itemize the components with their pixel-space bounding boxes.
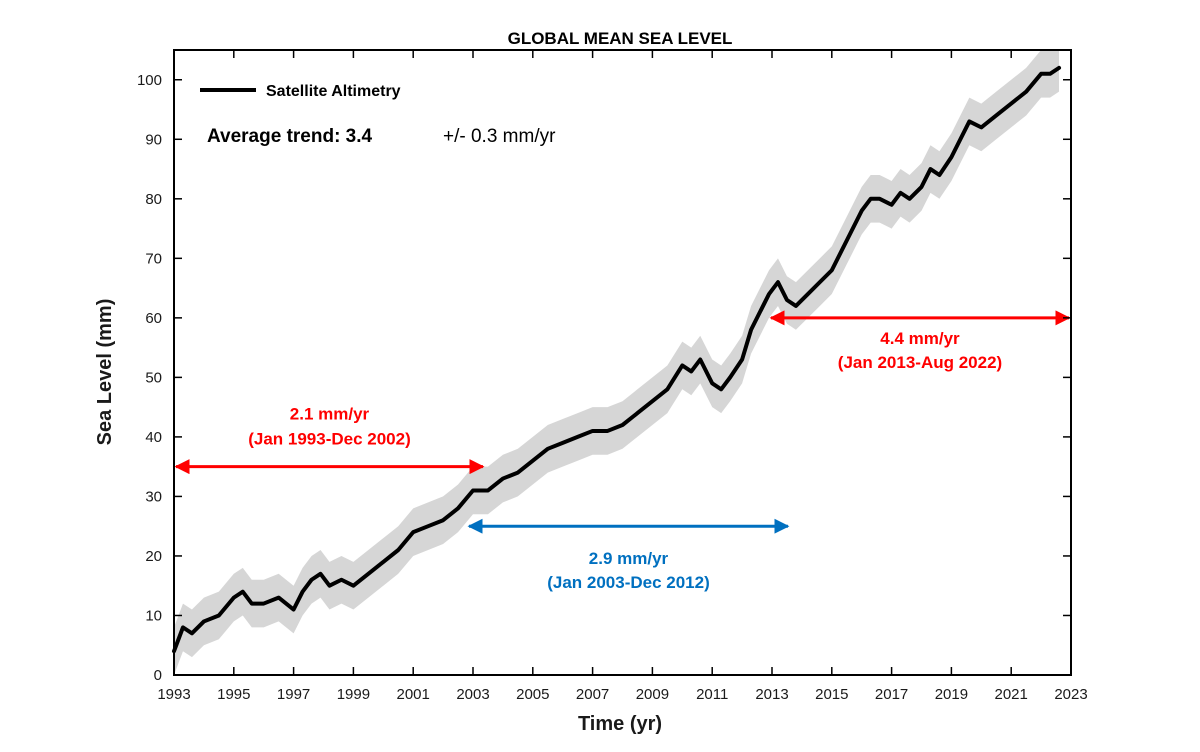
y-tick-label: 50 xyxy=(145,369,162,386)
y-tick-label: 0 xyxy=(154,667,162,684)
y-axis-title: Sea Level (mm) xyxy=(94,299,116,446)
rate-period-label: (Jan 1993-Dec 2002) xyxy=(248,430,411,449)
y-tick-label: 40 xyxy=(145,429,162,446)
x-tick-label: 2023 xyxy=(1054,686,1087,703)
x-tick-label: 2003 xyxy=(456,686,489,703)
x-tick-label: 2017 xyxy=(875,686,908,703)
y-tick-label: 80 xyxy=(145,191,162,208)
sea-level-series-line xyxy=(172,65,1062,654)
y-tick-label: 70 xyxy=(145,250,162,267)
x-tick-label: 2013 xyxy=(755,686,788,703)
rate-value-label: 2.9 mm/yr xyxy=(589,549,669,568)
x-tick-label: 2009 xyxy=(636,686,669,703)
x-tick-label: 2021 xyxy=(995,686,1028,703)
x-tick-label: 2019 xyxy=(935,686,968,703)
x-tick-label: 1997 xyxy=(277,686,310,703)
chart-title: GLOBAL MEAN SEA LEVEL xyxy=(508,29,733,48)
average-trend-uncertainty: +/- 0.3 mm/yr xyxy=(443,126,556,147)
x-tick-label: 1993 xyxy=(157,686,190,703)
x-axis-title: Time (yr) xyxy=(578,713,662,735)
y-tick-label: 20 xyxy=(145,548,162,565)
rate-period-label: (Jan 2003-Dec 2012) xyxy=(547,573,710,592)
y-tick-label: 90 xyxy=(145,131,162,148)
plot-frame xyxy=(173,49,1072,676)
rate-value-label: 4.4 mm/yr xyxy=(880,329,960,348)
x-tick-label: 2005 xyxy=(516,686,549,703)
average-trend-label: Average trend: 3.4 xyxy=(207,126,373,147)
x-tick-label: 1999 xyxy=(337,686,370,703)
uncertainty-band xyxy=(174,50,1060,675)
x-tick-label: 2015 xyxy=(815,686,848,703)
y-tick-label: 30 xyxy=(145,488,162,505)
x-tick-label: 2007 xyxy=(576,686,609,703)
x-tick-label: 2001 xyxy=(397,686,430,703)
legend-label: Satellite Altimetry xyxy=(266,83,401,100)
legend: Satellite Altimetry xyxy=(200,83,401,100)
rate-period-label: (Jan 2013-Aug 2022) xyxy=(838,353,1002,372)
x-tick-label: 1995 xyxy=(217,686,250,703)
x-tick-label: 2011 xyxy=(696,686,728,703)
y-tick-label: 10 xyxy=(145,607,162,624)
rate-value-label: 2.1 mm/yr xyxy=(290,405,370,424)
y-tick-label: 100 xyxy=(137,72,162,89)
y-tick-label: 60 xyxy=(145,310,162,327)
